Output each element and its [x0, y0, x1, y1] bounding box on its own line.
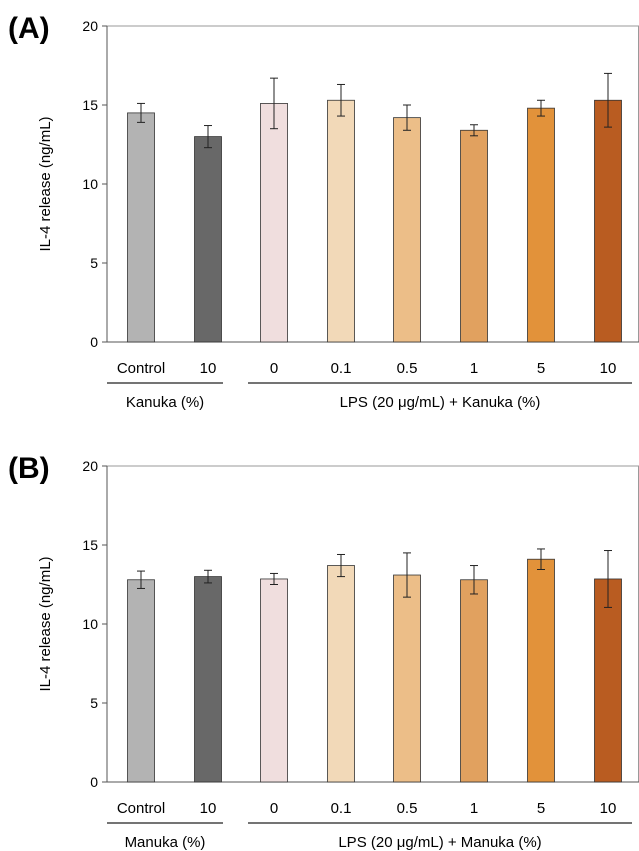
category-label: 0.1	[331, 800, 352, 817]
bar	[594, 99, 622, 343]
category-label: 10	[600, 360, 617, 377]
bar	[194, 136, 222, 343]
y-tick-label: 15	[82, 97, 98, 113]
group-label: LPS (20 μg/mL) + Manuka (%)	[338, 834, 541, 851]
bar	[327, 99, 355, 343]
y-axis-label: IL-4 release (ng/mL)	[37, 116, 54, 251]
bar	[260, 578, 288, 783]
bar	[194, 576, 222, 783]
category-label: 10	[600, 800, 617, 817]
category-label: 1	[470, 360, 478, 377]
group-label: Kanuka (%)	[126, 394, 204, 411]
y-tick-label: 0	[90, 334, 98, 350]
category-label: Control	[117, 800, 165, 817]
category-label: 10	[200, 800, 217, 817]
y-tick-label: 5	[90, 255, 98, 271]
category-label: Control	[117, 360, 165, 377]
bar	[327, 565, 355, 783]
category-label: 5	[537, 360, 545, 377]
category-label: 1	[470, 800, 478, 817]
bar	[527, 558, 555, 783]
bar	[594, 578, 622, 783]
category-label: 0.5	[397, 800, 418, 817]
bar	[393, 117, 421, 343]
category-label: 5	[537, 800, 545, 817]
y-tick-label: 5	[90, 695, 98, 711]
y-tick-label: 10	[82, 616, 98, 632]
bar	[527, 107, 555, 343]
category-label: 0	[270, 360, 278, 377]
bar	[260, 103, 288, 343]
category-label: 0	[270, 800, 278, 817]
y-tick-label: 15	[82, 537, 98, 553]
category-label: 10	[200, 360, 217, 377]
y-tick-label: 20	[82, 18, 98, 34]
category-label: 0.1	[331, 360, 352, 377]
bar	[393, 574, 421, 783]
group-label: LPS (20 μg/mL) + Kanuka (%)	[340, 394, 541, 411]
bar	[127, 112, 155, 343]
bar	[460, 129, 488, 343]
bar	[127, 579, 155, 783]
y-tick-label: 0	[90, 774, 98, 790]
bar	[460, 579, 488, 783]
panel-label: (B)	[8, 452, 50, 485]
y-tick-label: 20	[82, 458, 98, 474]
panel-label: (A)	[8, 12, 50, 45]
y-axis-label: IL-4 release (ng/mL)	[37, 556, 54, 691]
y-tick-label: 10	[82, 176, 98, 192]
group-label: Manuka (%)	[125, 834, 206, 851]
category-label: 0.5	[397, 360, 418, 377]
